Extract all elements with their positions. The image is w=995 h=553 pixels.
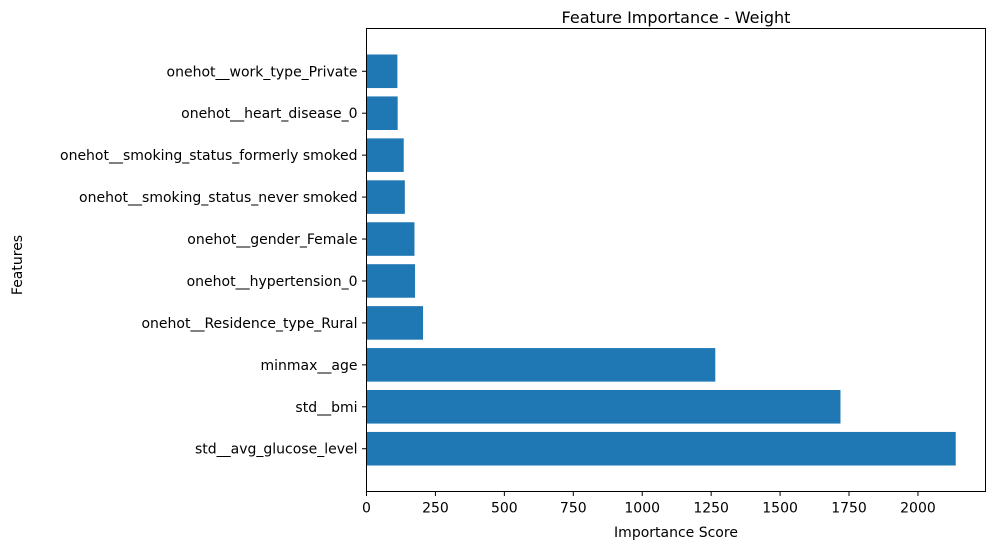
x-tick-label: 1750 [831,501,867,517]
y-tick-label: onehot__smoking_status_formerly smoked [60,148,358,164]
y-tick-label: onehot__hypertension_0 [187,274,358,290]
x-tick-label: 1000 [624,501,660,517]
y-tick-label: onehot__Residence_type_Rural [141,316,357,332]
y-tick-label: minmax__age [261,358,358,374]
x-tick-label: 2000 [900,501,936,517]
bars-layer [366,54,956,466]
y-tick-label: onehot__smoking_status_never smoked [79,190,357,206]
y-axis: std__avg_glucose_level std__bmi minmax__ag… [60,64,367,458]
y-tick-label: onehot__gender_Female [187,232,357,248]
y-tick-label: onehot__heart_disease_0 [181,106,357,122]
y-axis-label: Features [10,235,26,295]
y-tick-label: std__avg_glucose_level [195,442,358,458]
bar [366,390,841,424]
plot-frame [366,28,986,492]
y-tick-label: onehot__work_type_Private [167,64,358,80]
x-tick-label: 250 [422,501,449,517]
bar [366,222,415,256]
x-axis: 0 250 500 750 1000 1250 1500 1750 2000 [362,491,936,517]
bar [366,348,716,382]
x-tick-label: 1250 [693,501,729,517]
bar [366,180,405,214]
x-tick-label: 1500 [762,501,798,517]
bar [366,138,404,172]
y-tick-label: std__bmi [295,400,357,416]
bar [366,431,956,466]
bar [366,54,398,89]
bar [366,306,424,340]
bar [366,96,398,130]
x-tick-label: 500 [491,501,518,517]
x-tick-label: 0 [362,501,371,517]
chart-title: Feature Importance - Weight [562,8,791,27]
bar [366,264,416,298]
x-axis-label: Importance Score [614,525,738,541]
x-tick-label: 750 [560,501,587,517]
